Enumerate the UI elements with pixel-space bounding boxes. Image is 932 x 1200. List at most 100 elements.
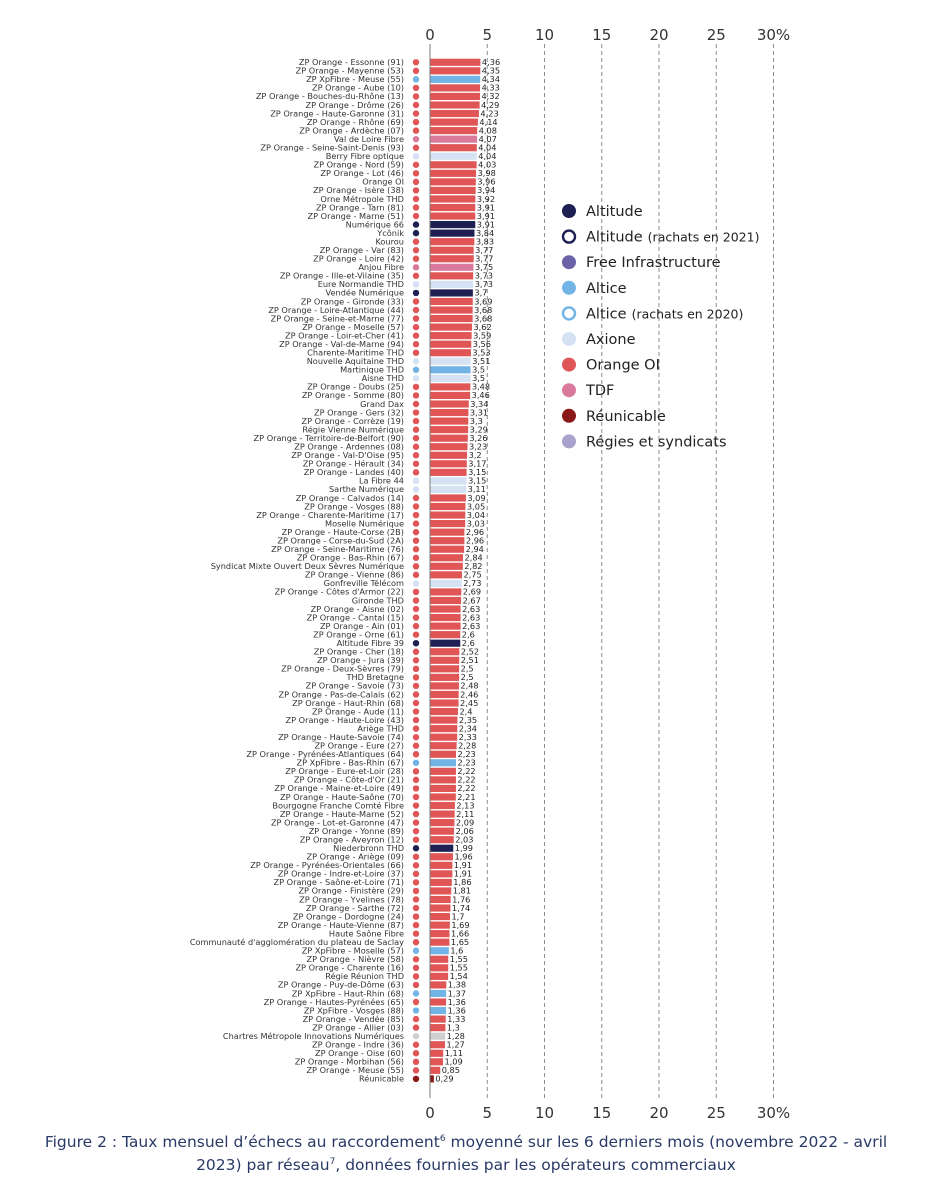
bar-row: ZP Orange - Pyrénées-Orientales (66) 1,91 — [250, 860, 472, 870]
group-dot — [412, 862, 420, 869]
row-label: ZP Orange - Eure-et-Loir (28) — [285, 766, 404, 776]
bar-row: ZP Orange - Meuse (55) 0,85 — [306, 1065, 460, 1075]
bar-row: ZP Orange - Cantal (15) 2,63 — [307, 612, 481, 622]
bar — [430, 494, 466, 502]
value-label: 4,32 — [481, 91, 499, 101]
group-dot — [412, 1067, 420, 1074]
row-label: ZP Orange - Ardèche (07) — [299, 125, 404, 135]
group-dot — [412, 323, 420, 331]
group-dot — [412, 939, 420, 946]
group-dot — [412, 1015, 420, 1023]
x-tick-label-top: 10 — [535, 26, 554, 44]
bar-row: ZP Orange - Tarn (81) 3,91 — [316, 202, 495, 212]
bar — [430, 511, 466, 519]
bar — [430, 391, 471, 400]
legend-marker — [562, 204, 576, 218]
x-tick-label-bottom: 5 — [482, 1104, 492, 1122]
bar — [430, 238, 475, 246]
bar-row: ZP Orange - Sarthe (72) 1,74 — [306, 903, 470, 913]
value-label: 1,91 — [454, 860, 472, 870]
group-dot — [412, 153, 420, 160]
value-label: 0,29 — [435, 1074, 453, 1084]
bar-row: ZP Orange - Finistère (29) 1,81 — [298, 886, 471, 896]
row-label: Régie Vienne Numérique — [302, 424, 404, 434]
bar-row: Régie Vienne Numérique 3,29 — [302, 424, 488, 434]
bar-row: ZP Orange - Haute-Saône (70) 2,21 — [280, 792, 476, 802]
bar — [430, 725, 458, 733]
bar-row: ZP Orange - Vendée (85) 1,33 — [303, 1014, 466, 1024]
bar — [430, 374, 471, 382]
group-dot — [412, 520, 420, 527]
bar-row: ZP Orange - Rhône (69) 4,14 — [307, 117, 498, 127]
row-label: Orange OI — [362, 177, 404, 187]
value-label: 3,77 — [475, 254, 493, 264]
group-dot — [412, 879, 420, 886]
bar-row: Haute Saône Fibre 1,66 — [329, 928, 469, 938]
bar-row: ZP Orange - Yvelines (78) 1,76 — [299, 894, 470, 904]
row-label: ZP Orange - Meuse (55) — [306, 1065, 404, 1075]
bar — [430, 656, 460, 664]
value-label: 3,04 — [467, 510, 485, 520]
row-label: ZP Orange - Seine-Saint-Denis (93) — [260, 143, 404, 153]
row-label: ZP Orange - Rhône (69) — [307, 117, 404, 127]
bar — [430, 520, 466, 528]
group-dot — [412, 614, 420, 621]
group-dot — [412, 306, 420, 314]
legend-label: Altitude (rachats en 2021) — [586, 230, 759, 246]
row-label: ZP Orange - Lot (46) — [320, 168, 404, 178]
row-label: Orne Métropole THD — [320, 194, 404, 204]
legend-item: Altitude (rachats en 2021) — [561, 229, 759, 246]
value-label: 3,91 — [477, 211, 495, 221]
group-dot — [412, 264, 420, 271]
value-label: 1,91 — [454, 869, 472, 879]
bar-row: ZP Orange - Bas-Rhin (67) 2,84 — [297, 553, 483, 563]
legend-label: Altitude — [586, 204, 643, 220]
bar-row: ZP Orange - Drôme (26) 4,29 — [306, 100, 500, 110]
bar — [430, 913, 450, 921]
legend-label-note: (rachats en 2021) — [648, 230, 760, 245]
x-axis-top: 0 5 10 15 20 25 30% — [425, 26, 790, 44]
row-label: ZP Orange - Aveyron (12) — [300, 834, 404, 844]
bar-row: La Fibre 44 3,15 — [359, 476, 486, 486]
bar — [430, 554, 464, 562]
group-dot — [412, 349, 420, 356]
row-label: ZP Orange - Drôme (26) — [306, 100, 404, 110]
row-label: ZP XpFibre - Bas-Rhin (67) — [296, 758, 404, 768]
bar-row: ZP Orange - Côtes d'Armor (22) 2,69 — [275, 587, 481, 597]
group-dot — [412, 170, 420, 177]
row-label: Martinique THD — [340, 365, 404, 375]
legend-item: TDF — [562, 383, 614, 399]
caption-text-1: Figure 2 : Taux mensuel d’échecs au racc… — [44, 1133, 440, 1151]
bar — [430, 280, 474, 288]
value-label: 3,23 — [469, 442, 487, 452]
group-dot — [412, 699, 420, 707]
legend-item: Orange OI — [562, 357, 660, 374]
bar-row: ZP Orange - Gers (32) 3,31 — [314, 407, 488, 417]
group-dot — [412, 896, 420, 903]
legend-ring-marker — [561, 306, 577, 321]
group-dot — [412, 793, 420, 801]
bar — [430, 349, 471, 357]
value-label: 3,91 — [477, 202, 495, 212]
bar-row: ZP Orange - Haute-Corse (2B) 2,96 — [282, 527, 484, 537]
bar-row: ZP Orange - Orne (61) 2,6 — [313, 629, 475, 639]
bar — [430, 759, 457, 767]
row-label: ZP Orange - Aude (11) — [312, 706, 404, 716]
value-label: 1,11 — [445, 1048, 463, 1058]
value-label: 4,08 — [479, 125, 497, 135]
bar-row: ZP Orange - Morbihan (56) 1,09 — [295, 1057, 463, 1067]
bar-row: Gironde THD 2,67 — [352, 595, 481, 605]
x-tick-label-bottom: 20 — [649, 1104, 668, 1122]
group-dot — [412, 460, 420, 467]
bar-row: ZP Orange - Calvados (14) 3,09 — [296, 493, 486, 503]
row-label: ZP Orange - Eure (27) — [314, 741, 404, 751]
legend: Altitude Altitude (rachats en 2021) Free In… — [561, 204, 759, 450]
legend-marker — [562, 408, 576, 423]
value-label: 4,03 — [478, 160, 496, 170]
x-tick-label-top: 15 — [592, 26, 611, 44]
row-label: ZP Orange - Mayenne (53) — [296, 66, 404, 76]
value-label: 3,96 — [477, 177, 495, 187]
bar-row: ZP Orange - Seine-et-Marne (77) 3,68 — [271, 313, 493, 323]
grid-lines — [429, 44, 774, 1098]
